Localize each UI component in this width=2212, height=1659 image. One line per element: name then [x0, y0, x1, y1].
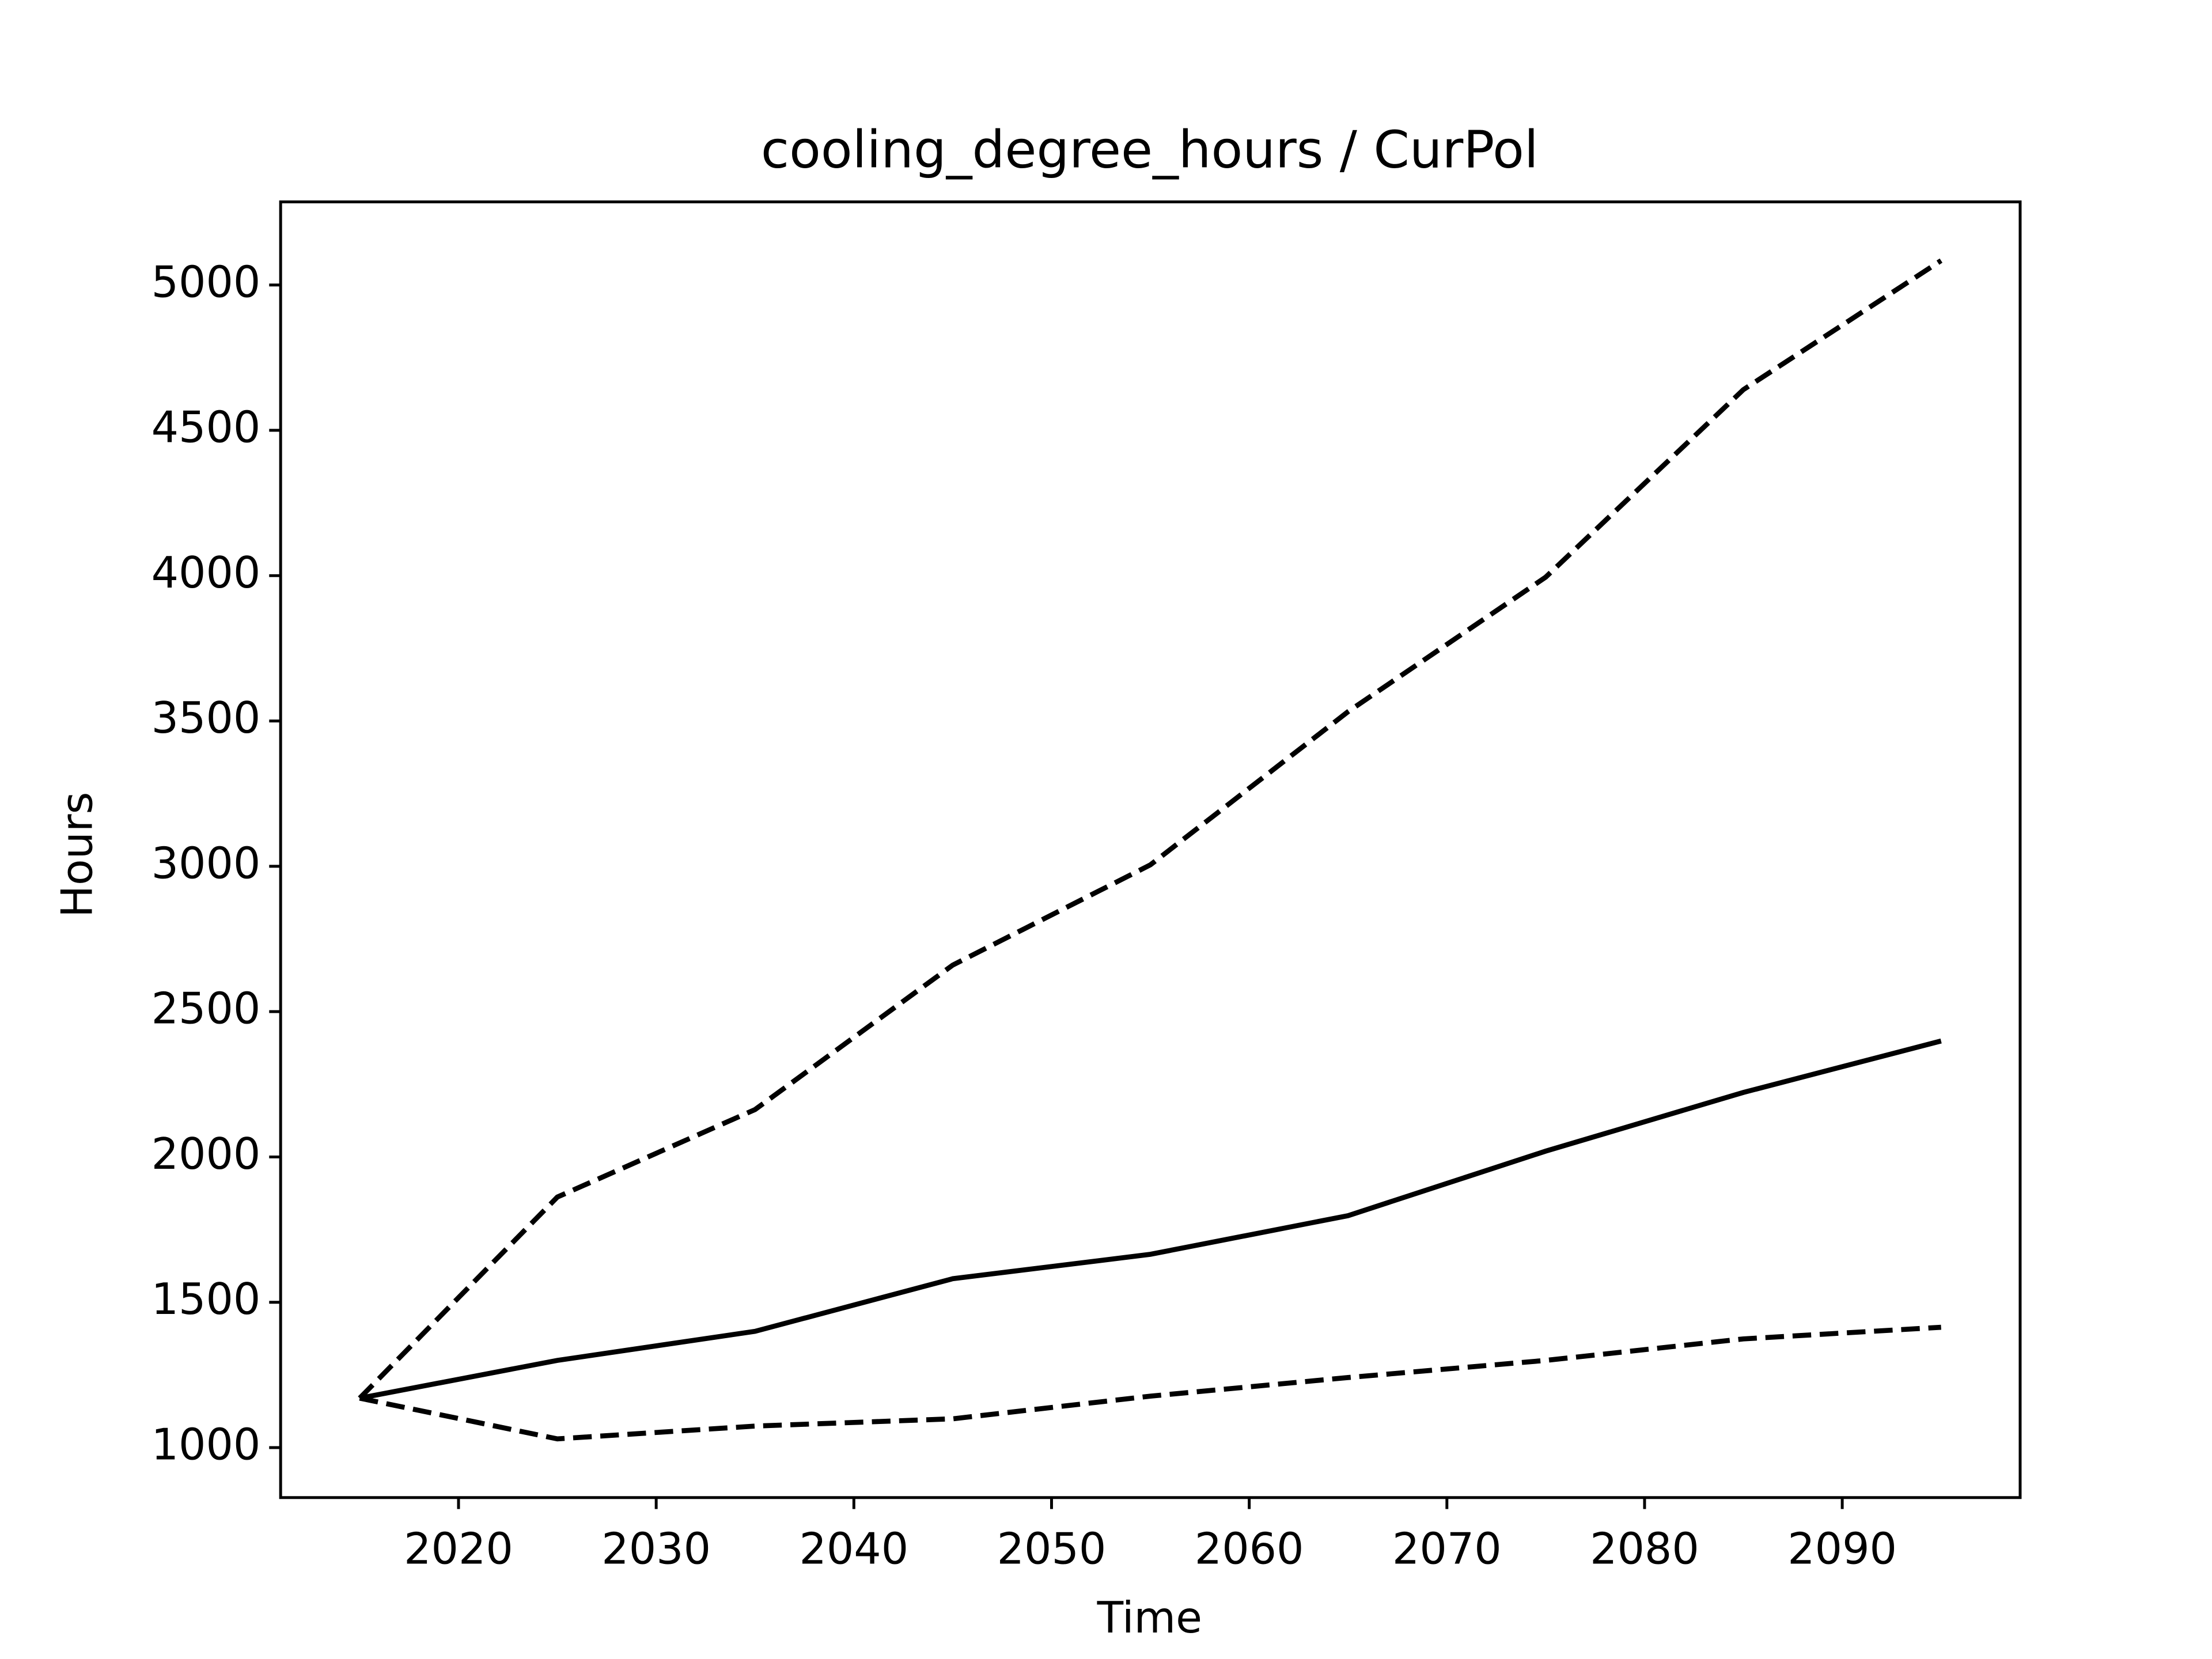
y-axis-label: Hours	[52, 792, 103, 918]
x-tick-label: 2040	[799, 1524, 908, 1574]
y-tick-label: 4500	[151, 403, 261, 453]
y-tick-label: 1500	[151, 1274, 261, 1324]
line-series	[359, 1038, 1942, 1401]
x-tick-label: 2080	[1590, 1524, 1699, 1574]
x-tick-label: 2050	[997, 1524, 1107, 1574]
y-tick-label: 1000	[151, 1419, 261, 1469]
y-tick-label: 2500	[151, 984, 261, 1034]
x-tick-label: 2060	[1195, 1524, 1304, 1574]
x-tick-label: 2020	[404, 1524, 513, 1574]
y-tick-label: 3500	[151, 693, 261, 743]
x-tick-label: 2030	[601, 1524, 711, 1574]
y-tick-label: 2000	[151, 1129, 261, 1179]
line-series	[359, 1324, 1941, 1442]
y-tick-label: 4000	[151, 548, 261, 598]
x-tick-label: 2090	[1787, 1524, 1897, 1574]
y-tick-label: 5000	[151, 257, 261, 307]
x-tick-label: 2070	[1392, 1524, 1502, 1574]
x-axis-label: Time	[1097, 1593, 1202, 1643]
line-series	[358, 258, 1943, 1400]
plot-frame	[279, 200, 2022, 1499]
chart-title: cooling_degree_hours / CurPol	[761, 120, 1539, 180]
y-tick-label: 3000	[151, 838, 261, 888]
